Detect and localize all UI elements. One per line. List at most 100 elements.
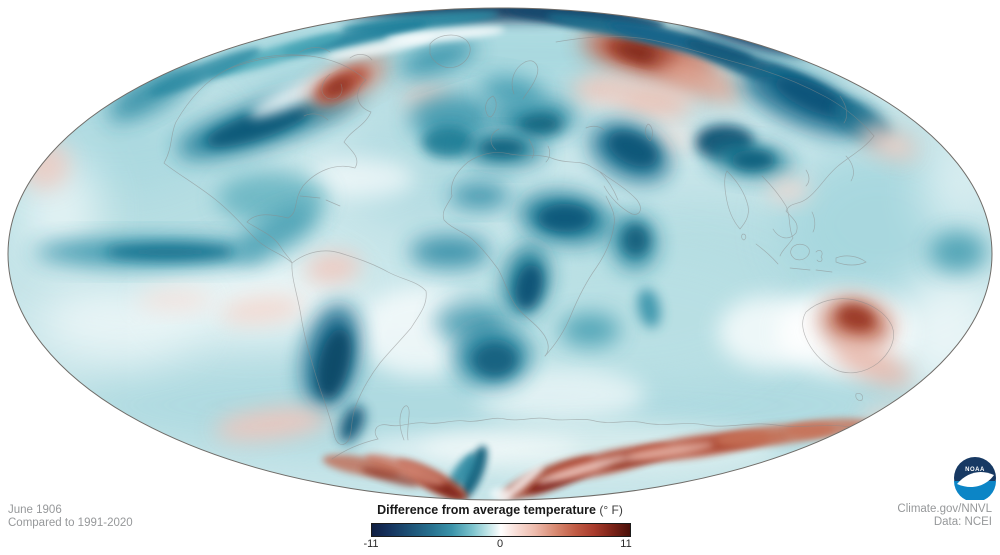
antarctic-warm-fan xyxy=(322,418,875,500)
anomaly-blob xyxy=(205,104,311,148)
coastlines xyxy=(163,34,951,470)
coastline-path xyxy=(490,128,500,151)
arctic-streak xyxy=(208,33,342,77)
anomaly-blob xyxy=(615,442,715,462)
noaa-seagull-icon xyxy=(957,472,994,488)
anomaly-blob xyxy=(657,57,743,103)
coastline-path xyxy=(839,95,848,124)
coastline-path xyxy=(855,393,863,401)
temperature-anomaly-field xyxy=(8,8,992,500)
anomaly-blob xyxy=(137,289,213,311)
anomaly-blob xyxy=(361,467,419,487)
anomaly-blob xyxy=(305,158,415,198)
coastline-path xyxy=(545,145,551,163)
anomaly-blob xyxy=(536,456,624,484)
map-date: June 1906 xyxy=(8,504,62,516)
anomaly-blob xyxy=(930,232,986,272)
coastline-path xyxy=(303,113,329,121)
coastline-path xyxy=(789,267,833,273)
coastline-path xyxy=(811,211,816,233)
coastline-path xyxy=(907,395,923,431)
anomaly-blob xyxy=(422,126,474,158)
coastline-path xyxy=(331,417,951,470)
legend-unit: (° F) xyxy=(599,503,623,517)
anomaly-blob xyxy=(220,296,304,324)
anomaly-blob xyxy=(833,342,911,386)
coastline-path xyxy=(429,34,471,68)
anomaly-blob xyxy=(155,257,355,333)
coastline-path xyxy=(790,243,810,261)
anomaly-blob xyxy=(480,76,544,108)
anomaly-blob xyxy=(30,424,140,460)
anomaly-blob xyxy=(518,113,562,135)
coastline-path xyxy=(805,155,854,187)
anomaly-blob xyxy=(238,204,318,260)
anomaly-blob xyxy=(837,304,875,332)
coastline-path xyxy=(555,36,875,137)
coastline-path xyxy=(599,171,619,201)
coastline-path xyxy=(741,233,747,241)
coastline-path xyxy=(399,405,410,441)
anomaly-blob xyxy=(612,83,692,119)
coastline-path xyxy=(442,161,549,357)
anomaly-blob xyxy=(637,288,661,328)
anomaly-blob xyxy=(475,367,645,423)
arctic-streak xyxy=(325,36,435,60)
anomaly-blob xyxy=(608,131,658,167)
coastline-path xyxy=(467,152,607,177)
coastline-path xyxy=(761,175,794,257)
coastline-path xyxy=(815,250,823,262)
coastline-path xyxy=(772,135,875,239)
coastline-path xyxy=(755,243,779,265)
coastline-path xyxy=(544,195,615,357)
colorbar-tick-mid: 0 xyxy=(496,538,504,550)
anomaly-blob xyxy=(450,184,510,208)
anomaly-blob xyxy=(623,225,649,255)
coastline-path xyxy=(511,60,539,100)
antarctic-cool-wedge xyxy=(460,445,488,499)
coastline-path xyxy=(603,175,641,215)
coastline-path xyxy=(246,79,372,264)
anomaly-blob xyxy=(105,244,235,260)
anomaly-blob xyxy=(618,43,658,61)
noaa-logo-text: NOAA xyxy=(965,467,985,473)
anomaly-blob xyxy=(515,264,543,310)
noaa-logo: NOAA xyxy=(954,457,996,500)
anomaly-blob xyxy=(473,343,517,377)
anomaly-blob xyxy=(731,150,775,170)
coastline-path xyxy=(645,123,653,142)
credit-data: Data: NCEI xyxy=(933,515,992,528)
anomaly-blob xyxy=(538,204,592,232)
colorbar-tick-max: 11 xyxy=(620,538,632,550)
anomaly-blob xyxy=(317,328,351,400)
coastline-path xyxy=(299,195,341,207)
coastline-path xyxy=(585,125,605,131)
coastline-path xyxy=(485,95,497,118)
anomaly-blob xyxy=(920,145,990,235)
map-baseline: Compared to 1991-2020 xyxy=(8,516,133,529)
legend-title: Difference from average temperature (° F… xyxy=(0,503,1000,517)
arctic-streak xyxy=(149,48,261,96)
anomaly-blob xyxy=(766,178,810,202)
credit-source: Climate.gov/NNVL xyxy=(897,503,992,515)
anomaly-blob xyxy=(775,76,849,118)
anomaly-blob xyxy=(490,488,510,500)
anomaly-blob xyxy=(214,407,330,441)
credits-block: Climate.gov/NNVL Data: NCEI xyxy=(897,503,992,528)
colorbar-tick-min: -11 xyxy=(363,538,379,550)
anomaly-blob xyxy=(399,40,477,76)
coastline-path xyxy=(299,47,373,61)
anomaly-blob xyxy=(323,77,353,97)
globe-border xyxy=(7,7,993,501)
anomaly-blob xyxy=(410,236,490,268)
anomaly-blob xyxy=(360,434,580,462)
date-block: June 1906 Compared to 1991-2020 xyxy=(8,504,133,529)
coastline-path xyxy=(291,250,427,445)
coastline-path xyxy=(724,170,749,230)
coastline-path xyxy=(835,255,867,266)
anomaly-blob xyxy=(364,454,446,486)
warm-anomaly-n-south-america xyxy=(305,252,361,284)
